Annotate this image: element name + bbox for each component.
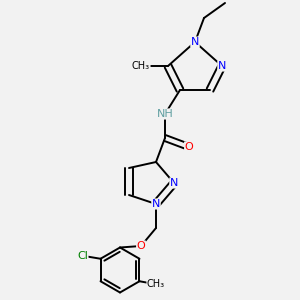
Text: CH₃: CH₃	[147, 279, 165, 289]
Text: CH₃: CH₃	[132, 61, 150, 71]
Text: N: N	[218, 61, 226, 71]
Text: Cl: Cl	[77, 251, 88, 261]
Text: O: O	[136, 241, 146, 251]
Text: O: O	[184, 142, 194, 152]
Text: N: N	[191, 37, 199, 47]
Text: N: N	[170, 178, 178, 188]
Text: NH: NH	[157, 109, 173, 119]
Text: N: N	[152, 199, 160, 209]
